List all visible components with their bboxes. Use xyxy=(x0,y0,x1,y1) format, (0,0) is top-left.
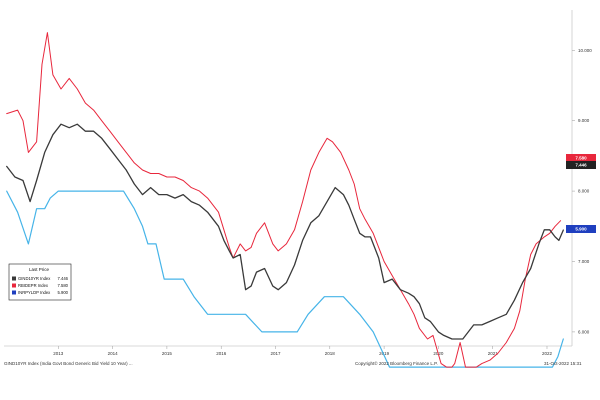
x-tick-label: 2019 xyxy=(379,351,390,356)
x-tick-label: 2013 xyxy=(53,351,64,356)
footer-source: GIND10YR Index (India Govt Bond Generic … xyxy=(4,361,133,366)
last-value-tag xyxy=(566,154,596,162)
series-layer xyxy=(6,32,564,368)
legend-entries: GIND10YR Index 7.446 RBIDEPR Index 7.580 INR… xyxy=(12,276,69,295)
x-tick-label: 2014 xyxy=(108,351,119,356)
last-value-tag xyxy=(566,161,596,169)
legend: Last Price GIND10YR Index 7.446 RBIDEPR In… xyxy=(8,263,72,301)
legend-entry-label: GIND10YR Index xyxy=(18,276,51,281)
legend-box xyxy=(8,263,72,301)
legend-title: Last Price xyxy=(29,267,50,272)
legend-swatch xyxy=(12,283,16,288)
y-tick-label: 9.000 xyxy=(578,118,590,123)
last-value-tag xyxy=(566,225,596,233)
x-tick-label: 2018 xyxy=(325,351,336,356)
legend-entry-label: INRPYLDP Index xyxy=(18,290,51,295)
legend-entry-label: RBIDEPR Index xyxy=(18,283,49,288)
last-value-tag-label: 5.900 xyxy=(575,227,587,232)
x-tick-label: 2015 xyxy=(162,351,173,356)
y-tick-label: 8.000 xyxy=(578,189,590,194)
last-value-tag-label: 7.580 xyxy=(575,156,587,161)
y-tick-label: 10.000 xyxy=(578,48,592,53)
legend-entry-value: 5.900 xyxy=(58,290,69,295)
legend-swatch xyxy=(12,276,16,281)
x-tick-label: 2022 xyxy=(542,351,553,356)
last-value-tags: 7.580 7.446 5.900 xyxy=(566,154,596,233)
y-tick-label: 7.000 xyxy=(578,259,590,264)
series-line-inrpyldp xyxy=(6,190,564,368)
series-line-rbidepr xyxy=(6,32,562,368)
x-tick-label: 2017 xyxy=(270,351,281,356)
x-tick-label: 2021 xyxy=(488,351,499,356)
footer-date: 31-Oct-2022 15:31 xyxy=(544,361,582,366)
y-tick-label: 6.000 xyxy=(578,329,590,334)
y-axis-ticks: 10.000 9.000 8.000 7.000 6.000 xyxy=(572,48,592,334)
legend-entry-value: 7.446 xyxy=(58,276,69,281)
legend-swatch xyxy=(12,290,16,295)
last-value-tag-label: 7.446 xyxy=(575,163,587,168)
footer-copyright: Copyright© 2022 Bloomberg Finance L.P. xyxy=(355,360,438,366)
x-tick-label: 2016 xyxy=(216,351,227,356)
legend-entry-value: 7.580 xyxy=(58,283,69,288)
